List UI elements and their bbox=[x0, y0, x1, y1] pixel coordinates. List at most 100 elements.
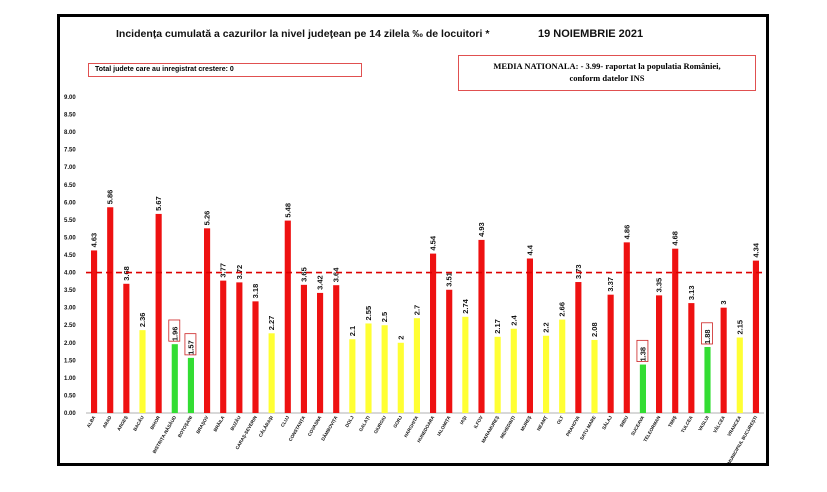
category-label: ILFOV bbox=[473, 414, 485, 429]
data-label: 3.64 bbox=[332, 267, 341, 282]
bar bbox=[446, 289, 453, 413]
data-label-box bbox=[636, 339, 649, 362]
data-label: 1.57 bbox=[186, 340, 195, 355]
y-tick-label: 5.50 bbox=[64, 218, 76, 224]
bar bbox=[365, 323, 372, 413]
data-label: 2.27 bbox=[267, 316, 276, 331]
y-tick-label: 1.50 bbox=[64, 358, 76, 364]
bar bbox=[107, 207, 114, 413]
y-tick-label: 2.50 bbox=[64, 323, 76, 329]
data-label: 3 bbox=[719, 300, 728, 304]
bar bbox=[155, 213, 162, 413]
national-average-box: MEDIA NATIONALA: - 3.99- raportat la pop… bbox=[458, 55, 756, 91]
data-label: 1.38 bbox=[638, 347, 647, 362]
category-label: ARAD bbox=[102, 414, 113, 429]
y-tick-label: 4.00 bbox=[64, 271, 76, 277]
category-label: HUNEDOARA bbox=[416, 414, 436, 443]
data-label: 4.93 bbox=[477, 222, 486, 237]
y-tick-label: 8.50 bbox=[64, 113, 76, 119]
category-label: NEAMȚ bbox=[536, 415, 549, 432]
bar bbox=[720, 307, 727, 413]
bar bbox=[381, 325, 388, 413]
national-average-line1: MEDIA NATIONALA: - 3.99- raportat la pop… bbox=[493, 61, 721, 71]
category-label: PRAHOVA bbox=[565, 414, 581, 437]
category-label: BRĂILA bbox=[212, 414, 226, 433]
data-label: 2.5 bbox=[380, 312, 389, 322]
data-label: 5.26 bbox=[203, 211, 212, 226]
y-tick-label: 8.00 bbox=[64, 130, 76, 136]
bar bbox=[236, 282, 243, 413]
category-label: IALOMIȚA bbox=[436, 414, 452, 436]
category-label: BOTOȘANI bbox=[177, 415, 194, 439]
data-label: 3.13 bbox=[687, 285, 696, 300]
y-tick-label: 3.00 bbox=[64, 306, 76, 312]
data-label: 4.34 bbox=[751, 242, 760, 257]
increase-count-box: Total judete care au inregistrat crester… bbox=[88, 63, 362, 77]
bar bbox=[672, 248, 679, 413]
y-tick-label: 7.50 bbox=[64, 148, 76, 154]
chart-date: 19 NOIEMBRIE 2021 bbox=[538, 28, 644, 40]
data-label: 3.51 bbox=[445, 272, 454, 287]
y-tick-label: 6.50 bbox=[64, 183, 76, 189]
data-label: 3.77 bbox=[219, 263, 228, 278]
data-label: 1.96 bbox=[170, 327, 179, 342]
bar bbox=[268, 333, 275, 413]
data-label: 3.65 bbox=[299, 267, 308, 282]
category-label: BUZĂU bbox=[228, 414, 242, 432]
bar bbox=[752, 260, 759, 413]
data-label: 2.1 bbox=[348, 326, 357, 336]
data-label: 5.48 bbox=[283, 203, 292, 218]
y-tick-label: 2.00 bbox=[64, 341, 76, 347]
bar bbox=[349, 339, 356, 413]
category-label: VÂLCEA bbox=[711, 414, 726, 434]
y-tick-label: 3.50 bbox=[64, 288, 76, 294]
y-tick-label: 4.50 bbox=[64, 253, 76, 259]
y-tick-label: 9.00 bbox=[64, 95, 76, 101]
data-label: 2.08 bbox=[590, 322, 599, 337]
bar bbox=[397, 342, 404, 413]
data-label: 4.4 bbox=[525, 244, 534, 255]
data-label: 3.18 bbox=[251, 284, 260, 299]
category-label: HARGHITA bbox=[403, 414, 420, 438]
data-label: 3.37 bbox=[606, 277, 615, 292]
category-label: MEHEDINȚI bbox=[499, 415, 516, 439]
bar bbox=[656, 295, 663, 413]
category-label: CĂLĂRAȘI bbox=[257, 415, 275, 439]
bar bbox=[526, 258, 533, 413]
bar bbox=[704, 346, 711, 413]
data-label: 3.42 bbox=[316, 275, 325, 290]
bar bbox=[171, 344, 178, 413]
bar bbox=[559, 319, 566, 413]
bar bbox=[220, 280, 227, 413]
y-tick-label: 7.00 bbox=[64, 165, 76, 171]
data-label: 3.73 bbox=[574, 264, 583, 279]
bar bbox=[139, 330, 146, 413]
data-label: 4.68 bbox=[671, 231, 680, 246]
data-label: 2.55 bbox=[364, 306, 373, 321]
bar bbox=[494, 336, 501, 413]
data-label: 2.7 bbox=[412, 305, 421, 315]
category-label: CLUJ bbox=[280, 415, 291, 428]
category-label: SĂLAJ bbox=[600, 414, 613, 430]
bar bbox=[413, 318, 420, 413]
category-label: MUNICIPIUL BUCUREȘTI bbox=[727, 415, 760, 463]
category-label: SUCEAVA bbox=[630, 414, 646, 436]
bar bbox=[462, 316, 469, 413]
category-label: ARGEȘ bbox=[116, 415, 129, 432]
bar bbox=[607, 294, 614, 413]
y-tick-label: 0.00 bbox=[64, 411, 76, 417]
data-label: 2.4 bbox=[509, 314, 518, 325]
data-label-box bbox=[184, 333, 197, 356]
bar bbox=[478, 239, 485, 413]
y-tick-label: 0.50 bbox=[64, 393, 76, 399]
category-label: GORJ bbox=[392, 415, 403, 429]
data-label: 2.15 bbox=[735, 320, 744, 335]
category-label: ALBA bbox=[86, 414, 97, 428]
bar bbox=[123, 283, 130, 413]
bar bbox=[510, 328, 517, 413]
category-label: BACĂU bbox=[131, 414, 145, 432]
category-label: CONSTANȚA bbox=[288, 414, 307, 442]
category-label: MUREȘ bbox=[520, 415, 533, 432]
bar bbox=[543, 335, 550, 413]
bar bbox=[736, 337, 743, 413]
